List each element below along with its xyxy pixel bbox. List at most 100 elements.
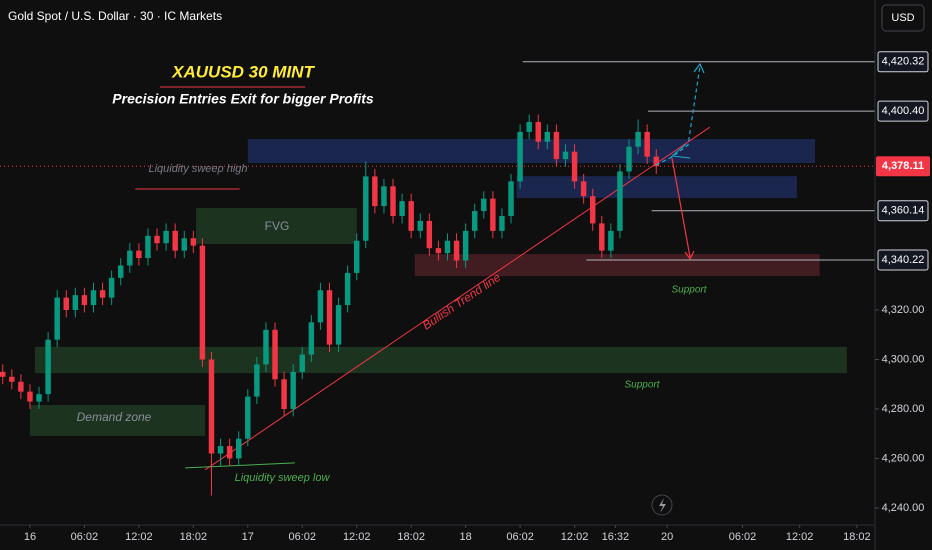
- candle-body: [363, 176, 369, 241]
- candle-body: [444, 240, 451, 254]
- candle-body: [526, 121, 532, 132]
- candle-body: [317, 290, 324, 323]
- candle-body: [27, 391, 33, 402]
- x-tick-label: 16:32: [602, 531, 630, 543]
- candle-body: [608, 230, 614, 251]
- candle-body: [326, 290, 333, 345]
- liquidity-high-label: Liquidity sweep high: [148, 163, 247, 175]
- candle-body: [63, 297, 69, 311]
- x-tick-label: 20: [661, 531, 673, 543]
- candle-body: [635, 131, 641, 147]
- candle-body: [72, 295, 79, 311]
- candle-body: [408, 201, 414, 231]
- candle-body: [281, 379, 287, 409]
- candle-body: [145, 235, 151, 259]
- candle-body: [99, 290, 106, 298]
- candle-body: [399, 201, 405, 216]
- candle-body: [562, 151, 569, 160]
- candle-body: [381, 186, 387, 207]
- x-tick-label: 18:02: [180, 531, 208, 543]
- candle-body: [417, 220, 423, 231]
- zone: [414, 254, 820, 277]
- x-tick-label: 12:02: [343, 531, 371, 543]
- candle-body: [535, 121, 541, 142]
- candle-body: [426, 220, 433, 249]
- candle-body: [626, 146, 632, 172]
- level-label-box: [877, 100, 929, 122]
- candle-body: [335, 305, 342, 345]
- candle-body: [499, 215, 505, 231]
- candle-body: [90, 290, 97, 306]
- candle-body: [117, 265, 124, 278]
- candle-body: [163, 230, 169, 244]
- y-tick-label: 4,280.00: [882, 403, 925, 415]
- level-label: 4,340.22: [882, 254, 925, 266]
- projection-up-pivot: [670, 143, 691, 159]
- projection-down: [671, 157, 691, 258]
- currency[interactable]: USD: [891, 12, 914, 24]
- axes: 4,420.32 4,400.40 4,360.14 4,340.22 4,240.00…: [24, 51, 930, 543]
- candle-body: [54, 297, 60, 340]
- liquidity-low-label: Liquidity sweep low: [235, 472, 331, 484]
- candle-body: [181, 238, 187, 251]
- projection-up: [655, 65, 701, 166]
- subheading: Precision Entries Exit for bigger Profit…: [112, 91, 374, 107]
- zone: [29, 405, 206, 436]
- candle-body: [254, 364, 260, 397]
- candle-body: [599, 223, 605, 251]
- demand-label: Demand zone: [77, 410, 152, 424]
- x-tick-label: 06:02: [288, 531, 316, 543]
- drawn-line: [204, 126, 711, 471]
- currency-button[interactable]: [881, 4, 925, 32]
- zone: [516, 176, 797, 198]
- level-label-box: [877, 200, 929, 222]
- candle-body: [208, 359, 215, 454]
- candle-body: [617, 171, 623, 231]
- candle-body: [263, 329, 269, 365]
- zone: [196, 208, 357, 244]
- candle-body: [290, 371, 296, 409]
- level-label: 4,420.32: [882, 56, 925, 68]
- y-tick-label: 4,240.00: [882, 502, 925, 514]
- x-tick-label: 12:02: [125, 531, 153, 543]
- candle-body: [81, 295, 88, 306]
- candle-body: [481, 198, 487, 212]
- drawn-line: [185, 462, 296, 469]
- candle-body: [462, 230, 469, 261]
- candle-body: [544, 131, 551, 142]
- candle-body: [344, 272, 351, 306]
- symbol-title: Gold Spot / U.S. Dollar · 30 · IC Market…: [8, 9, 222, 23]
- candle-body: [644, 131, 650, 157]
- support-label: Support: [671, 285, 707, 296]
- x-tick-label: 06:02: [71, 531, 99, 543]
- candle-body: [653, 156, 659, 167]
- candle-body: [36, 394, 42, 402]
- candle-body: [553, 131, 560, 160]
- x-tick-label: 12:02: [786, 531, 814, 543]
- candle-body: [127, 250, 133, 266]
- x-tick-label: 06:02: [729, 531, 757, 543]
- candle-body: [9, 376, 15, 382]
- candle-body: [308, 322, 315, 355]
- candle-body: [217, 446, 224, 454]
- last-price-box: [876, 156, 930, 177]
- candle-body: [353, 240, 360, 273]
- x-tick-label: 17: [242, 531, 254, 543]
- last-price-label: 4,378.11: [882, 160, 924, 172]
- candle-body: [235, 438, 242, 459]
- candle-body: [471, 211, 478, 231]
- level-label-box: [877, 51, 929, 73]
- candle-body: [108, 277, 115, 298]
- level-label-box: [877, 249, 929, 271]
- event-icon-bolt: [659, 498, 666, 513]
- candle-body: [453, 240, 460, 261]
- candle-body: [45, 339, 51, 395]
- fvg-label: FVG: [265, 219, 290, 233]
- event-icon[interactable]: [651, 494, 673, 516]
- candle-body: [435, 248, 442, 254]
- plot-area: [0, 61, 875, 496]
- candle-body: [154, 235, 160, 244]
- candle-body: [508, 181, 514, 216]
- zone: [247, 139, 816, 164]
